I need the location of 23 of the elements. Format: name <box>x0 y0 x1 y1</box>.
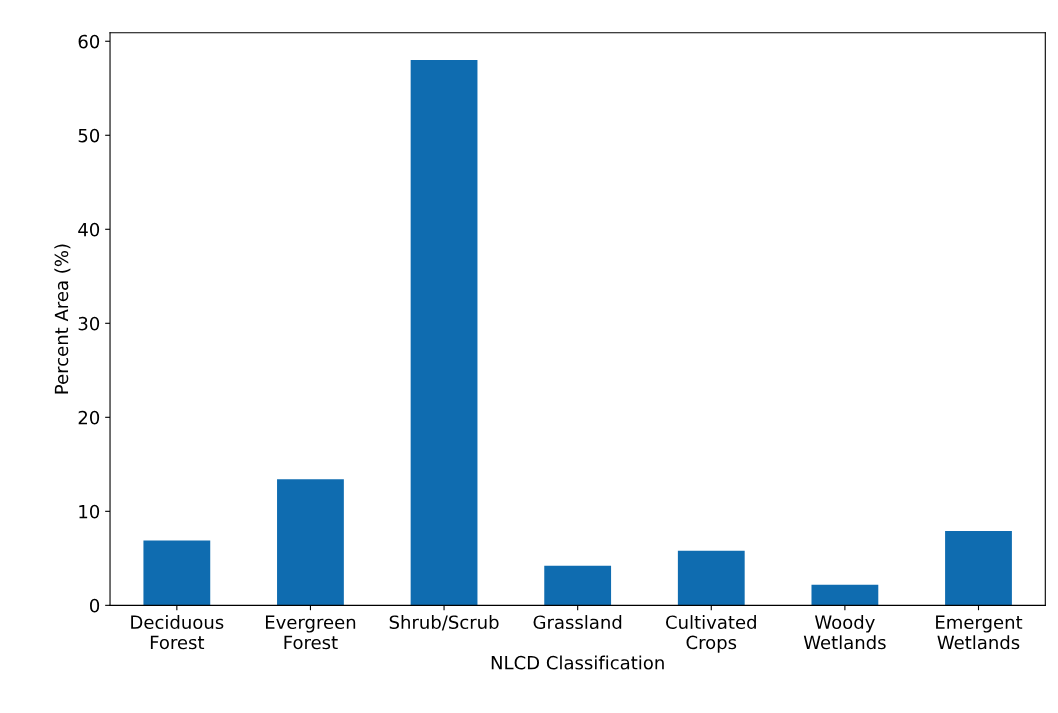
x-tick-label: Woody Wetlands <box>803 615 886 650</box>
bar <box>811 584 879 606</box>
y-tick-label: 10 <box>79 504 100 519</box>
y-tick-label: 30 <box>78 316 100 331</box>
bar <box>143 540 211 606</box>
bar <box>945 531 1012 606</box>
bar <box>277 479 344 606</box>
y-tick-label: 0 <box>90 598 100 613</box>
x-tick-label: Grassland <box>533 615 622 630</box>
y-tick-label: 20 <box>78 410 100 425</box>
x-tick-label: Deciduous Forest <box>131 615 224 650</box>
bar <box>677 550 745 606</box>
x-tick-label: Shrub/Scrub <box>389 615 499 631</box>
x-axis-title: NLCD Classification <box>491 655 664 670</box>
x-tick-label: Evergreen Forest <box>265 615 356 650</box>
y-tick-label: 60 <box>78 34 100 49</box>
y-axis-title: Percent Area (%) <box>54 244 71 394</box>
y-tick-label: 40 <box>78 222 100 237</box>
x-tick-label: Emergent Wetlands <box>936 615 1023 650</box>
bar <box>410 60 478 606</box>
x-tick-label: Cultivated Crops <box>666 615 756 653</box>
bar <box>544 565 612 606</box>
y-tick-label: 50 <box>78 128 100 143</box>
